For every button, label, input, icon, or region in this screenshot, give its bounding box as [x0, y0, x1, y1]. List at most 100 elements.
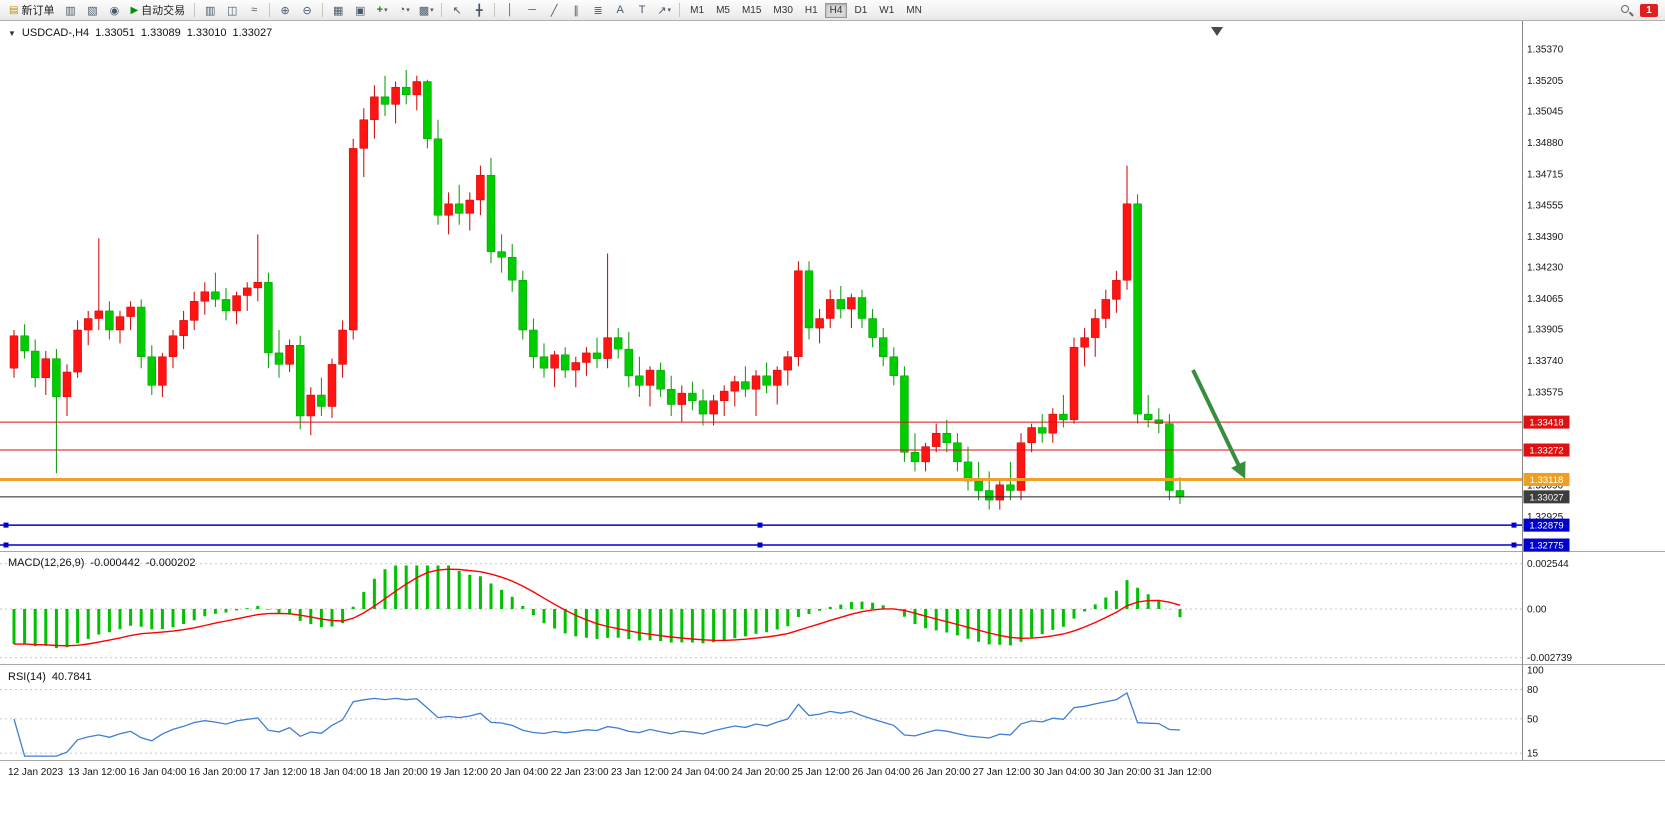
toolbar-separator [494, 3, 496, 17]
timeframe-m30[interactable]: M30 [773, 4, 793, 16]
support-line-1-badge [1523, 518, 1570, 532]
vertical-line-icon[interactable]: │ [506, 4, 514, 16]
toolbar-separator [269, 3, 271, 17]
price-tick-label: 1.35045 [1527, 107, 1564, 118]
chevron-down-icon: ▾ [430, 7, 434, 14]
templates-icon[interactable]: ▩ ▾ [418, 4, 434, 17]
crosshair-icon[interactable]: ╋ [475, 4, 483, 17]
time-tick-label: 23 Jan 12:00 [611, 767, 669, 778]
notification-badge[interactable]: 1 [1640, 3, 1658, 17]
annotation-arrow[interactable] [1191, 369, 1246, 479]
price-axis: 1.35370 1.35205 1.35045 1.34880 1.34715 1.345… [1527, 45, 1564, 523]
new-order-button[interactable]: ▤ 新订单 [4, 1, 59, 19]
line-chart-icon[interactable]: ≈ [251, 4, 258, 16]
toolbar: ▤ 新订单 ▥ ▧ ◉ ▶ 自动交易 ▥ ◫ ≈ ⊕ ⊖ ▦ ▣ + ▾ ◔ ▾ ▩ ▾ ↖ ╋ │ ─ ╱ ∥ ≣ A T ↗ ▾ M1 M5… [0, 0, 1665, 21]
time-axis[interactable]: 12 Jan 2023 13 Jan 12:00 16 Jan 04:00 16 Ja… [8, 767, 1212, 778]
support-line-1-handle[interactable] [757, 522, 763, 528]
toolbar-right-group: 1 [1620, 3, 1661, 17]
fibonacci-icon[interactable]: ≣ [593, 4, 603, 17]
timeframe-m15[interactable]: M15 [741, 4, 762, 16]
price-tick-label: 1.33905 [1527, 325, 1564, 336]
arrows-icon[interactable]: ↗ ▾ [657, 4, 672, 17]
time-tick-label: 26 Jan 20:00 [913, 767, 971, 778]
toolbar-separator [679, 3, 681, 17]
chart-window-icon[interactable]: ▥ [65, 4, 76, 17]
bull-candle-bodies [9, 81, 1132, 501]
macd-signal-line [14, 568, 1181, 647]
time-tick-label: 30 Jan 20:00 [1093, 767, 1151, 778]
strategy-tester-icon[interactable]: ▧ [87, 4, 98, 17]
rsi-panel: 100 80 50 15 [0, 665, 1544, 760]
support-line-2-badge-label: 1.32775 [1529, 541, 1563, 552]
zoom-out-icon[interactable]: ⊖ [302, 4, 312, 17]
support-line-1-handle[interactable] [3, 522, 9, 528]
toolbar-separator [441, 3, 443, 17]
time-tick-label: 31 Jan 12:00 [1154, 767, 1212, 778]
macd-panel: 0.002544 0.00 -0.002739 [0, 559, 1572, 664]
new-order-button-label: 新订单 [21, 5, 55, 17]
candles-layer [9, 70, 1185, 510]
time-tick-label: 18 Jan 20:00 [370, 767, 428, 778]
timeframe-d1[interactable]: D1 [854, 4, 868, 16]
chart-shift-marker-icon[interactable] [1211, 27, 1223, 36]
chart-canvas[interactable]: 1.35370 1.35205 1.35045 1.34880 1.34715 1.345… [0, 21, 1665, 831]
timeframe-m1[interactable]: M1 [690, 4, 705, 16]
rsi-axis-label: 50 [1527, 714, 1539, 725]
signals-icon[interactable]: ◉ [109, 4, 120, 17]
timeframe-m5[interactable]: M5 [716, 4, 730, 16]
time-tick-label: 26 Jan 04:00 [852, 767, 910, 778]
time-tick-label: 24 Jan 04:00 [671, 767, 729, 778]
text-icon[interactable]: A [616, 4, 624, 16]
bar-chart-icon[interactable]: ▥ [204, 4, 216, 17]
horizontal-line-icon[interactable]: ─ [528, 4, 537, 16]
rsi-axis-label: 80 [1527, 685, 1539, 696]
collapse-caret-icon[interactable]: ▼ [8, 29, 16, 38]
toolbar-separator [194, 3, 196, 17]
time-tick-label: 20 Jan 04:00 [490, 767, 548, 778]
time-tick-label: 30 Jan 04:00 [1033, 767, 1091, 778]
timeframe-w1[interactable]: W1 [879, 4, 895, 16]
search-icon[interactable] [1620, 4, 1633, 17]
time-tick-label: 13 Jan 12:00 [68, 767, 126, 778]
time-tick-label: 17 Jan 12:00 [249, 767, 307, 778]
candlestick-chart-icon[interactable]: ◫ [226, 4, 238, 17]
timeframe-h4[interactable]: H4 [824, 2, 848, 18]
time-tick-label: 19 Jan 12:00 [430, 767, 488, 778]
price-tick-label: 1.34230 [1527, 262, 1564, 273]
gold-support-line-badge-label: 1.33118 [1530, 475, 1564, 486]
timeframe-h1[interactable]: H1 [804, 4, 818, 16]
resistance-line-1-badge-label: 1.33418 [1529, 418, 1563, 429]
chevron-down-icon: ▾ [406, 7, 410, 14]
new-order-icon: ▤ [9, 4, 19, 16]
price-tick-label: 1.33575 [1527, 388, 1564, 399]
price-tick-label: 1.34715 [1527, 170, 1564, 181]
support-line-1-handle[interactable] [1511, 522, 1517, 528]
time-tick-label: 24 Jan 20:00 [732, 767, 790, 778]
support-line-1-badge-label: 1.32879 [1529, 521, 1563, 532]
support-line-2-handle[interactable] [757, 542, 763, 548]
resistance-line-1-badge [1523, 415, 1570, 429]
macd-axis-label: -0.002739 [1527, 653, 1572, 664]
price-tick-label: 1.35205 [1527, 76, 1564, 87]
price-tick-label: 1.34065 [1527, 294, 1564, 305]
indicators-icon[interactable]: + ▾ [376, 4, 388, 16]
timeframe-mn[interactable]: MN [906, 4, 922, 16]
text-label-icon[interactable]: T [638, 4, 646, 16]
equidistant-channel-icon[interactable]: ∥ [573, 4, 579, 17]
trendline-icon[interactable]: ╱ [550, 4, 558, 17]
tile-windows-icon[interactable]: ▦ [332, 4, 344, 17]
periods-icon[interactable]: ◔ ▾ [398, 4, 410, 16]
zoom-in-icon[interactable]: ⊕ [280, 4, 290, 17]
support-line-2-handle[interactable] [1511, 542, 1517, 548]
support-line-2-handle[interactable] [3, 542, 9, 548]
rsi-axis-label: 100 [1527, 665, 1544, 676]
rsi-line [13, 692, 1181, 757]
toolbar-separator [322, 3, 324, 17]
auto-trading-button[interactable]: ▶ 自动交易 [125, 1, 190, 19]
cursor-icon[interactable]: ↖ [452, 4, 462, 17]
price-tick-label: 1.35370 [1527, 45, 1564, 56]
cascade-windows-icon[interactable]: ▣ [354, 4, 366, 17]
support-line-2-badge [1523, 538, 1570, 552]
level-lines: 1.33418 1.33272 1.33118 1.33027 1.32879 1.327… [0, 415, 1570, 552]
